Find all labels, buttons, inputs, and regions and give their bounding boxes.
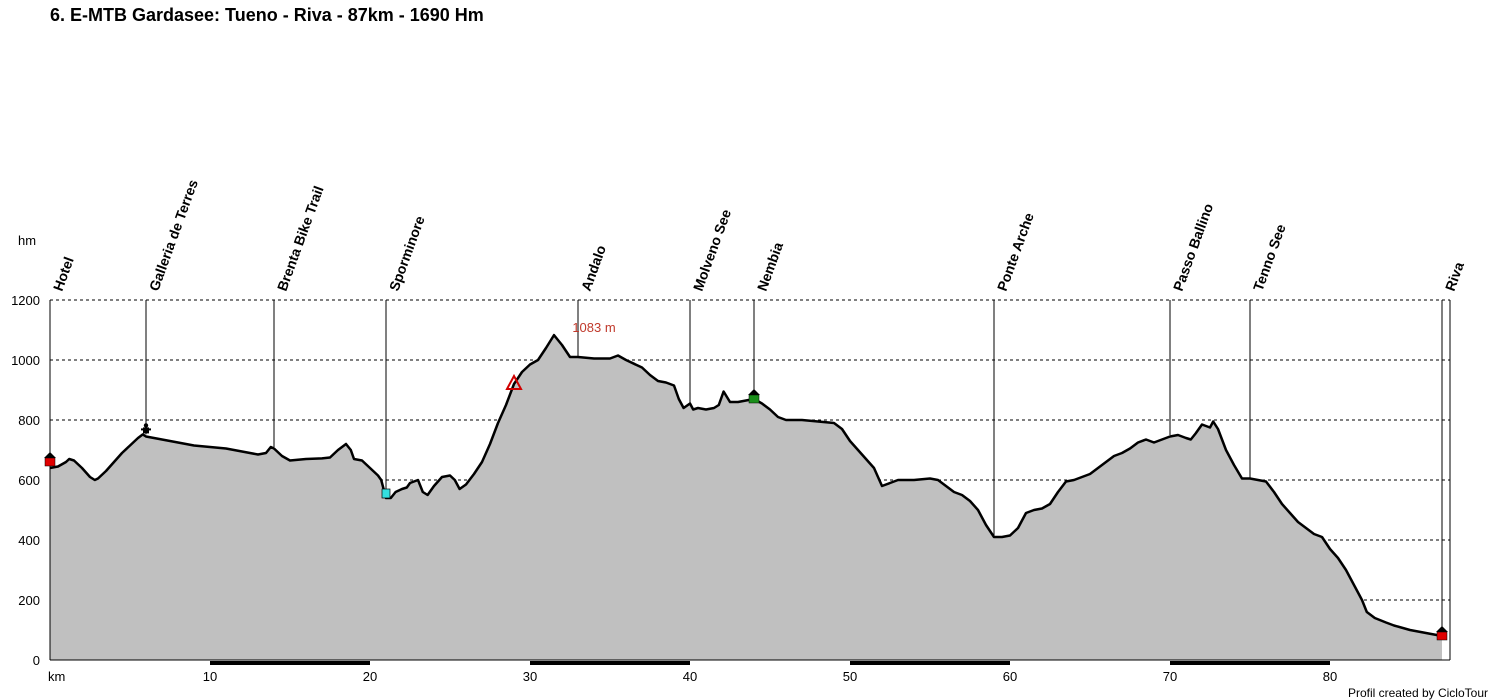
x-tick-label: 50 <box>843 669 857 684</box>
x-tick-label: 40 <box>683 669 697 684</box>
cyan-marker-icon <box>381 488 391 499</box>
x-axis-bar-segment <box>1170 661 1330 665</box>
waypoint-label: Sporminore <box>386 214 428 294</box>
house-body <box>44 457 56 467</box>
waypoint-label: Riva <box>1442 260 1467 293</box>
summit-triangle-icon <box>505 373 523 390</box>
waypoint-label: Nembia <box>754 240 786 293</box>
house-red-icon <box>1436 626 1448 641</box>
max-elevation-label: 1083 m <box>572 320 615 335</box>
x-axis-bar-segment <box>530 661 690 665</box>
house-red-icon <box>44 452 56 467</box>
figure-icon <box>141 423 151 434</box>
figure-head <box>143 423 149 428</box>
credit-text: Profil created by CicloTour <box>1347 686 1488 700</box>
y-axis-label: hm <box>18 233 36 248</box>
y-tick-label: 600 <box>18 473 40 488</box>
x-tick-label: 10 <box>203 669 217 684</box>
waypoint-label: Hotel <box>50 255 77 293</box>
y-tick-label: 0 <box>33 653 40 668</box>
axis-layer: 0 200 400 600 800 1000 1200 hm km 10 20 30 40 50 60 70 8… <box>11 233 1451 684</box>
waypoint-label: Andalo <box>578 243 609 293</box>
y-tick-label: 200 <box>18 593 40 608</box>
house-body <box>748 394 760 404</box>
waypoint-label: Passo Ballino <box>1170 201 1216 293</box>
profile-area-fill <box>50 335 1442 660</box>
waypoint-label: Molveno See <box>690 207 734 293</box>
y-tick-label: 1200 <box>11 293 40 308</box>
chart-title: 6. E-MTB Gardasee: Tueno - Riva - 87km -… <box>50 5 484 25</box>
x-axis-bar-segment <box>850 661 1010 665</box>
x-tick-label: 60 <box>1003 669 1017 684</box>
waypoint-label: Tenno See <box>1250 222 1289 293</box>
waypoint-label: Brenta Bike Trail <box>274 184 327 293</box>
house-roof <box>44 452 56 458</box>
profile-area-layer <box>49 333 1443 660</box>
waypoint-label: Ponte Arche <box>994 210 1037 293</box>
marker-layer: 1083 m <box>44 320 1448 641</box>
profile-line <box>49 333 1443 638</box>
x-axis-bar-segment <box>210 661 370 665</box>
x-tick-label: 30 <box>523 669 537 684</box>
x-tick-label: 20 <box>363 669 377 684</box>
house-roof <box>748 389 760 395</box>
x-axis-label: km <box>48 669 65 684</box>
house-body <box>1436 631 1448 641</box>
y-tick-label: 800 <box>18 413 40 428</box>
waypoint-label: Galleria de Terres <box>146 177 201 293</box>
y-tick-label: 400 <box>18 533 40 548</box>
x-tick-label: 80 <box>1323 669 1337 684</box>
house-green-icon <box>748 389 760 404</box>
y-tick-label: 1000 <box>11 353 40 368</box>
house-roof <box>1436 626 1448 632</box>
figure-arms <box>141 428 151 431</box>
x-tick-label: 70 <box>1163 669 1177 684</box>
